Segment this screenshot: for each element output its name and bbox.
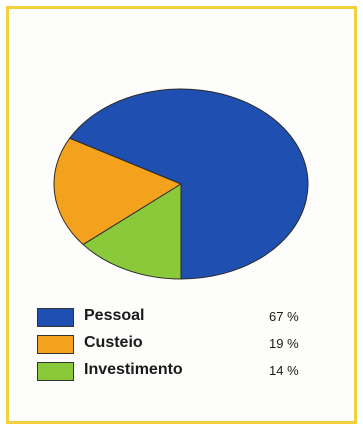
legend-label-investimento: Investimento xyxy=(84,361,183,378)
legend-item-pessoal: Pessoal 67 % xyxy=(37,306,327,333)
legend-swatch-pessoal xyxy=(37,308,74,327)
legend-value-custeio: 19 % xyxy=(269,336,299,351)
legend-label-custeio: Custeio xyxy=(84,334,143,351)
pie-slice-pessoal xyxy=(69,88,309,280)
legend-item-investimento: Investimento 14 % xyxy=(37,360,327,387)
chart-legend: Pessoal 67 % Custeio 19 % Investimento 1… xyxy=(37,306,327,387)
legend-value-investimento: 14 % xyxy=(269,363,299,378)
pie-slice-investimento xyxy=(82,183,182,280)
legend-label-pessoal: Pessoal xyxy=(84,307,145,324)
legend-swatch-custeio xyxy=(37,335,74,354)
legend-item-custeio: Custeio 19 % xyxy=(37,333,327,360)
pie-slice-custeio xyxy=(53,137,182,246)
legend-value-pessoal: 67 % xyxy=(269,309,299,324)
legend-swatch-investimento xyxy=(37,362,74,381)
pie-slices xyxy=(53,88,309,280)
